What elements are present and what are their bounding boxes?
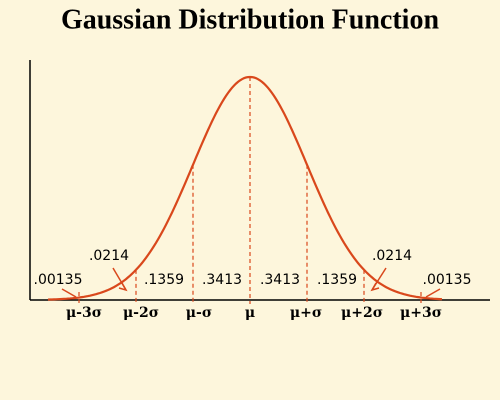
region-label: .3413 — [260, 272, 300, 288]
arrows — [61, 267, 441, 298]
axis-label: μ-σ — [186, 305, 212, 321]
region-label: .1359 — [317, 272, 357, 288]
arrow-head — [118, 282, 128, 292]
region-label: .00135 — [423, 272, 472, 288]
region-label: .0214 — [89, 248, 129, 264]
region-label: .00135 — [34, 272, 83, 288]
arrow-head — [370, 282, 380, 292]
gaussian-curve — [47, 75, 443, 301]
axis-label: μ-2σ — [123, 305, 159, 321]
arrow — [61, 288, 77, 298]
axis-label: μ-3σ — [66, 305, 102, 321]
sigma-lines — [78, 77, 422, 304]
axis-label: μ+σ — [290, 305, 322, 321]
axis-label: μ+3σ — [400, 305, 442, 321]
axis-labels: μ-3σ μ-2σ μ-σ μ μ+σ μ+2σ μ+3σ — [66, 305, 442, 321]
arrow — [425, 288, 441, 298]
region-labels: .00135 .0214 .1359 .3413 .3413 .1359 .02… — [34, 248, 472, 288]
region-label: .1359 — [144, 272, 184, 288]
region-label: .0214 — [372, 248, 412, 264]
axis-label: μ+2σ — [341, 305, 383, 321]
region-label: .3413 — [202, 272, 242, 288]
title: Gaussian Distribution Function — [61, 4, 440, 35]
axis-label: μ — [245, 305, 255, 321]
